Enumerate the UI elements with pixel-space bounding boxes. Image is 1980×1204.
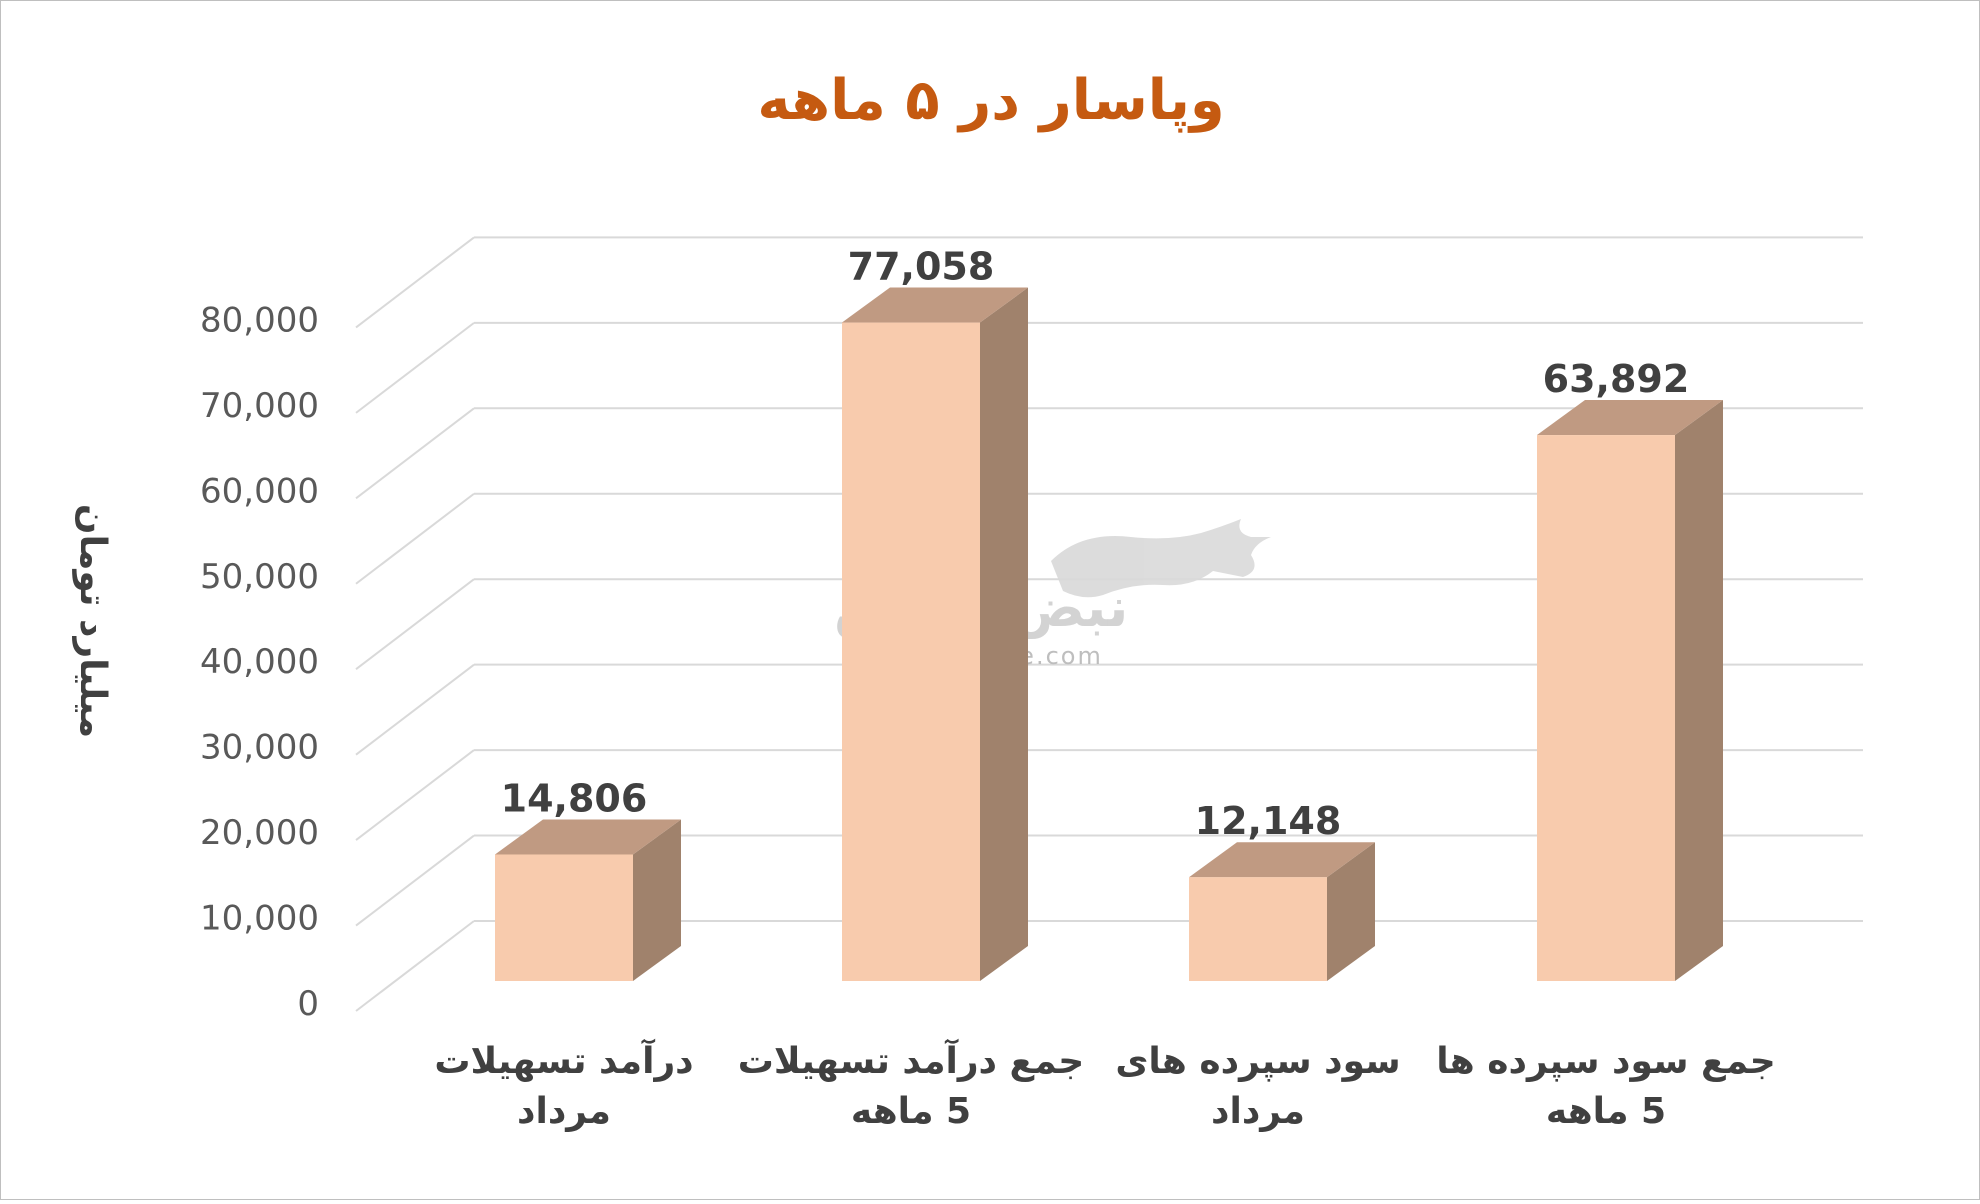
bars (495, 287, 1723, 982)
bar (495, 819, 681, 981)
gridline-diagonal (355, 749, 475, 841)
bar (842, 287, 1028, 981)
bar-side (633, 819, 681, 981)
category-label: 5 ماهه (1546, 1091, 1666, 1132)
bar-front (1189, 877, 1327, 981)
chart-title: وپاسار در ۵ ماهه (757, 68, 1224, 133)
bar (1189, 842, 1375, 981)
bar-side (1675, 400, 1723, 982)
data-label: 14,806 (501, 776, 648, 820)
category-label: مرداد (1211, 1091, 1305, 1132)
gridline-diagonal (355, 834, 475, 927)
y-axis-label: میلیارد تومان (72, 504, 113, 738)
y-axis-ticks: 0 10,000 20,000 30,000 40,000 50,000 60,000 70,… (200, 300, 319, 1024)
bar-side (1327, 842, 1375, 981)
gridline-diagonal (355, 920, 475, 1012)
bar-front (842, 322, 980, 981)
gridline-diagonal (355, 663, 475, 756)
y-tick-label: 20,000 (200, 813, 319, 853)
bar-side (980, 287, 1028, 981)
category-label: جمع درآمد تسهیلات (738, 1038, 1084, 1082)
bar-top (1537, 400, 1723, 436)
bar-top (842, 287, 1028, 323)
gridline-diagonal (355, 236, 475, 329)
bar-top (1189, 842, 1375, 878)
data-label: 77,058 (848, 245, 995, 289)
bar-top (495, 819, 681, 855)
category-label: مرداد (517, 1091, 611, 1132)
category-label: درآمد تسهیلات (434, 1038, 693, 1082)
y-tick-label: 80,000 (200, 300, 319, 340)
y-tick-label: 30,000 (200, 728, 319, 768)
y-tick-label: 50,000 (200, 557, 319, 597)
category-label: 5 ماهه (851, 1091, 971, 1132)
data-labels: 14,806 77,058 12,148 63,892 (501, 245, 1690, 844)
category-label: سود سپرده های (1115, 1041, 1400, 1082)
y-tick-label: 10,000 (200, 899, 319, 939)
bar (1537, 400, 1723, 982)
gridline-diagonal (355, 322, 475, 414)
y-tick-label: 70,000 (200, 386, 319, 426)
bar-front (495, 854, 633, 981)
bar-front (1537, 435, 1675, 982)
y-tick-label: 0 (297, 984, 319, 1024)
data-label: 12,148 (1195, 799, 1342, 843)
y-tick-label: 60,000 (200, 471, 319, 511)
category-labels: درآمد تسهیلات مرداد جمع درآمد تسهیلات 5 ماه… (434, 1038, 1775, 1132)
y-tick-label: 40,000 (200, 642, 319, 682)
gridline-diagonal (355, 492, 475, 585)
gridline-diagonal (355, 578, 475, 671)
category-label: جمع سود سپرده ها (1436, 1041, 1775, 1082)
bull-logo-icon (1051, 519, 1271, 598)
data-label: 63,892 (1543, 357, 1690, 401)
gridline-diagonal (355, 407, 475, 500)
